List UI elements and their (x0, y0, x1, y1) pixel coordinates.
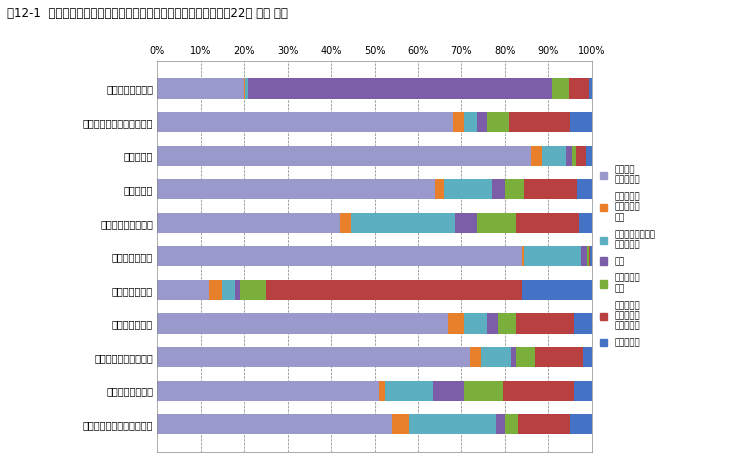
Bar (379, 381, 385, 401)
Bar (515, 212, 579, 233)
Bar (542, 145, 565, 165)
Bar (452, 112, 464, 132)
Bar (385, 381, 433, 401)
Bar (455, 212, 476, 233)
Legend: 正規の職
員・従業員, 労働者派遣
事業所派遣
社員, パート・アルバイ
ト・その他, 役員, 雇人のある
業主, 雇人のない
業主（家庭
内就者含）, 家族従: 正規の職 員・従業員, 労働者派遣 事業所派遣 社員, パート・アルバイ ト・そ… (601, 165, 655, 348)
Bar (590, 246, 592, 267)
Bar (470, 347, 481, 367)
Bar (235, 280, 240, 300)
Bar (157, 381, 379, 401)
Bar (157, 313, 449, 334)
Bar (464, 381, 503, 401)
Text: 図12-1  職業大分類別における従業上の地位別の就業者割合（平成22年 全国 男）: 図12-1 職業大分類別における従業上の地位別の就業者割合（平成22年 全国 男… (7, 7, 288, 20)
Bar (524, 246, 581, 267)
Bar (435, 179, 444, 199)
Bar (577, 179, 592, 199)
Bar (536, 347, 583, 367)
Bar (157, 347, 470, 367)
Bar (476, 212, 515, 233)
Bar (581, 246, 587, 267)
Bar (157, 246, 522, 267)
Bar (476, 112, 488, 132)
Bar (589, 78, 592, 98)
Bar (574, 381, 592, 401)
Bar (503, 381, 574, 401)
Bar (515, 313, 574, 334)
Bar (157, 145, 531, 165)
Bar (586, 145, 592, 165)
Bar (481, 347, 512, 367)
Bar (518, 414, 570, 434)
Bar (157, 112, 452, 132)
Bar (488, 313, 498, 334)
Bar (570, 112, 592, 132)
Bar (157, 179, 435, 199)
Bar (409, 414, 496, 434)
Bar (572, 145, 576, 165)
Bar (524, 179, 577, 199)
Bar (509, 112, 570, 132)
Bar (157, 280, 210, 300)
Bar (496, 414, 505, 434)
Bar (515, 347, 536, 367)
Bar (157, 78, 244, 98)
Bar (569, 78, 589, 98)
Bar (522, 246, 524, 267)
Bar (531, 145, 542, 165)
Bar (583, 347, 592, 367)
Bar (244, 78, 246, 98)
Bar (498, 313, 515, 334)
Bar (488, 112, 509, 132)
Bar (522, 280, 592, 300)
Bar (449, 313, 464, 334)
Bar (157, 414, 392, 434)
Bar (240, 280, 266, 300)
Bar (512, 347, 515, 367)
Bar (464, 313, 488, 334)
Bar (246, 78, 248, 98)
Bar (565, 145, 572, 165)
Bar (589, 246, 590, 267)
Bar (351, 212, 455, 233)
Bar (444, 179, 492, 199)
Bar (210, 280, 222, 300)
Bar (266, 280, 522, 300)
Bar (222, 280, 235, 300)
Bar (248, 78, 552, 98)
Bar (505, 414, 518, 434)
Bar (552, 78, 569, 98)
Bar (576, 145, 586, 165)
Bar (587, 246, 589, 267)
Bar (157, 212, 340, 233)
Bar (492, 179, 505, 199)
Bar (579, 212, 592, 233)
Bar (392, 414, 409, 434)
Bar (505, 179, 524, 199)
Bar (340, 212, 351, 233)
Bar (574, 313, 592, 334)
Bar (570, 414, 592, 434)
Bar (464, 112, 476, 132)
Bar (433, 381, 464, 401)
